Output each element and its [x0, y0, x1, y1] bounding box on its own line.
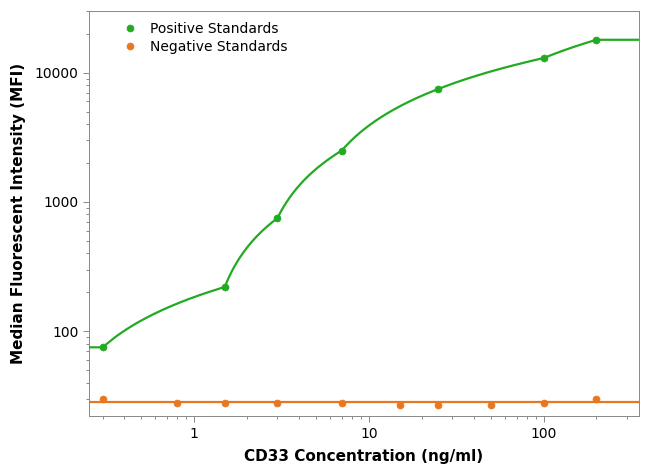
Negative Standards [338, 400, 346, 406]
X-axis label: CD33 Concentration (ng/ml): CD33 Concentration (ng/ml) [244, 449, 484, 464]
Negative Standards [540, 400, 548, 406]
Positive Standards [99, 344, 107, 350]
Positive Standards [593, 37, 601, 43]
Negative Standards [221, 400, 229, 406]
Negative Standards [99, 396, 107, 401]
Line: Positive Standards: Positive Standards [99, 36, 600, 351]
Positive Standards [338, 148, 346, 153]
Negative Standards [274, 400, 281, 406]
Negative Standards [173, 400, 181, 406]
Negative Standards [593, 396, 601, 401]
Negative Standards [488, 402, 495, 408]
Y-axis label: Median Fluorescent Intensity (MFI): Median Fluorescent Intensity (MFI) [11, 63, 26, 364]
Line: Negative Standards: Negative Standards [99, 395, 600, 408]
Positive Standards [435, 86, 443, 92]
Positive Standards [221, 284, 229, 290]
Legend: Positive Standards, Negative Standards: Positive Standards, Negative Standards [118, 22, 287, 54]
Negative Standards [396, 402, 404, 408]
Positive Standards [274, 215, 281, 221]
Positive Standards [540, 55, 548, 61]
Negative Standards [435, 402, 443, 408]
